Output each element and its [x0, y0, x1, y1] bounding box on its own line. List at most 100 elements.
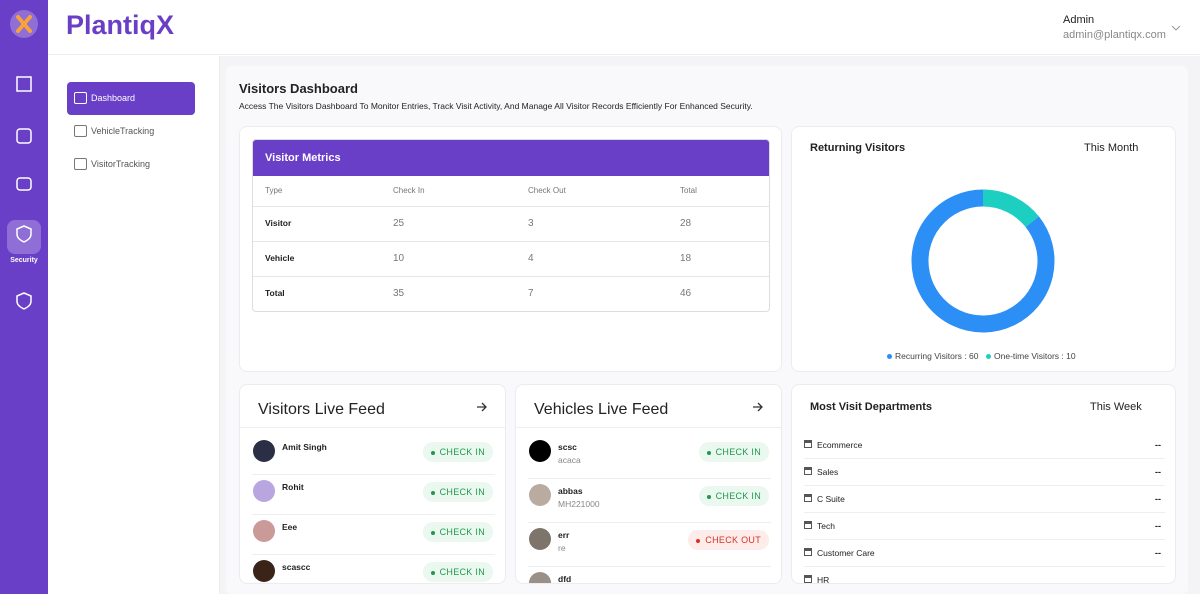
icon-rail: Security [0, 0, 48, 594]
name: scsc [558, 442, 577, 452]
table-cell: 10 [393, 253, 405, 264]
dept-icon [804, 467, 812, 475]
nav-label: VehicleTracking [91, 126, 155, 136]
status-badge: CHECK IN [422, 482, 493, 502]
dept-value: -- [1155, 521, 1161, 531]
divider [804, 512, 1165, 513]
divider [252, 514, 495, 515]
period-select[interactable]: This Week [1090, 401, 1142, 413]
nav-item[interactable]: VehicleTracking [67, 115, 195, 148]
legend-label: Recurring Visitors : 60 [895, 351, 979, 361]
name: err [558, 530, 570, 540]
status-badge: CHECK IN [422, 562, 493, 582]
card-title t: Vehicles Live Feed [534, 401, 669, 418]
rail-active[interactable] [7, 220, 41, 254]
row-divider [253, 206, 769, 207]
table-cell: 35 [393, 288, 405, 299]
dept-value: -- [1155, 494, 1161, 504]
dept-name: Tech [817, 521, 835, 531]
donut-segment [911, 189, 1055, 333]
nav-label: VisitorTracking [91, 159, 151, 169]
legend-dot [986, 354, 991, 359]
status-badge: CHECK IN [422, 442, 493, 462]
nav-label: Dashboard [91, 93, 136, 103]
name: Eee [282, 522, 298, 532]
divider [528, 478, 771, 479]
nav-item[interactable]: VisitorTracking [67, 148, 195, 181]
period-select[interactable]: This Month [1084, 142, 1139, 154]
divider [804, 566, 1165, 567]
column-header: Type [265, 186, 283, 195]
vehicles-feed: Vehicles Live Feed scsc acaca CHECK IN abbas… [515, 384, 782, 584]
name: scascc [282, 562, 311, 572]
divider [240, 427, 505, 428]
arrow [477, 402, 487, 412]
divider [516, 427, 781, 428]
legend-item: Recurring Visitors : 60 [887, 351, 978, 361]
divider [804, 458, 1165, 459]
dept-name: C Suite [817, 494, 845, 504]
user-name: Admin [1063, 14, 1095, 26]
avatar [529, 572, 551, 583]
avatar [529, 528, 551, 550]
divider [252, 474, 495, 475]
nav-icon [74, 125, 87, 137]
name: Rohit [282, 482, 304, 492]
row-divider [253, 276, 769, 277]
avatar [253, 520, 275, 542]
dept-name: Ecommerce [817, 440, 863, 450]
row-divider [253, 241, 769, 242]
divider [804, 539, 1165, 540]
side-nav: Dashboard VehicleTracking VisitorTracking [48, 56, 220, 594]
user-menu[interactable] [1171, 24, 1181, 32]
divider [528, 522, 771, 523]
table-cell: Vehicle [265, 253, 295, 263]
card-title: Most Visit Departments [810, 401, 933, 413]
table-cell: 46 [680, 288, 692, 299]
legend-dot [887, 354, 892, 359]
name: Amit Singh [282, 442, 327, 452]
status-badge: CHECK IN [698, 442, 769, 462]
rail-icons[interactable] [14, 74, 34, 324]
logo-mark [10, 10, 38, 38]
detail: re [558, 543, 566, 553]
dept-icon [804, 575, 812, 583]
card-title: Returning Visitors [810, 142, 906, 154]
open-feed[interactable] [752, 402, 764, 412]
table-cell: Total [265, 288, 285, 298]
dept-value: -- [1155, 548, 1161, 558]
status-badge: CHECK IN [698, 486, 769, 506]
status-badge: CHECK OUT [688, 530, 769, 550]
column-header: Total [680, 186, 697, 195]
legend-label: One-time Visitors : 10 [994, 351, 1076, 361]
table-cell: 7 [528, 288, 534, 299]
legend-item: One-time Visitors : 10 [986, 351, 1076, 361]
table-cell: 18 [680, 253, 692, 264]
dept-value: -- [1155, 440, 1161, 450]
detail: MH221000 [558, 499, 600, 509]
dept-name: Customer Care [817, 548, 875, 558]
divider [528, 566, 771, 567]
table-cell: 25 [393, 218, 405, 229]
dept-icon [804, 494, 812, 502]
table-cell: 3 [528, 218, 534, 229]
dept-icon [804, 548, 812, 556]
avatar [529, 440, 551, 462]
dept-value: -- [1155, 467, 1161, 477]
table-cell: Visitor [265, 218, 292, 228]
table-cell: 28 [680, 218, 692, 229]
nav-icon [74, 158, 87, 170]
nav-item[interactable]: Dashboard [67, 82, 195, 115]
open-feed[interactable] [476, 402, 488, 412]
status-badge: CHECK IN [422, 522, 493, 542]
arrow [753, 402, 763, 412]
donut-segment [982, 189, 1039, 228]
avatar [529, 484, 551, 506]
metrics-table: Visitor Metrics Type Check In Check Out Tot… [252, 139, 770, 312]
card-title t: Visitors Live Feed [258, 401, 385, 418]
avatar [253, 560, 275, 582]
avatar [253, 440, 275, 462]
brand: PlantiqX [66, 10, 175, 40]
table-cell: 4 [528, 253, 534, 264]
